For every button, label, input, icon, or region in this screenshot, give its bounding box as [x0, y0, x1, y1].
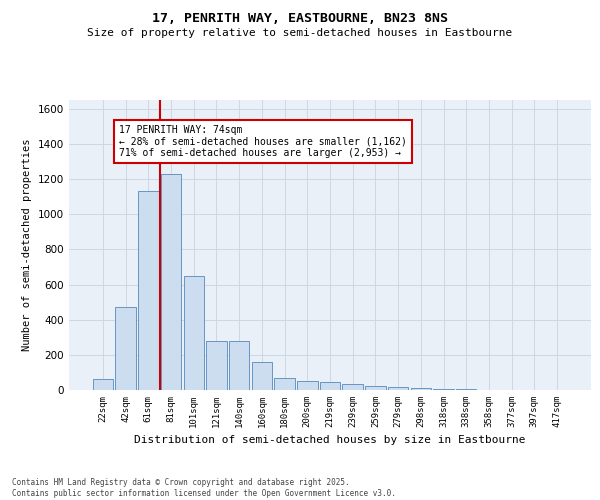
- Bar: [320, 382, 340, 390]
- Text: 17, PENRITH WAY, EASTBOURNE, BN23 8NS: 17, PENRITH WAY, EASTBOURNE, BN23 8NS: [152, 12, 448, 26]
- Bar: [388, 388, 409, 390]
- X-axis label: Distribution of semi-detached houses by size in Eastbourne: Distribution of semi-detached houses by …: [134, 436, 526, 446]
- Bar: [433, 389, 454, 390]
- Bar: [410, 388, 431, 390]
- Bar: [93, 380, 113, 390]
- Bar: [274, 378, 295, 390]
- Text: Contains HM Land Registry data © Crown copyright and database right 2025.
Contai: Contains HM Land Registry data © Crown c…: [12, 478, 396, 498]
- Bar: [206, 341, 227, 390]
- Text: 17 PENRITH WAY: 74sqm
← 28% of semi-detached houses are smaller (1,162)
71% of s: 17 PENRITH WAY: 74sqm ← 28% of semi-deta…: [119, 124, 407, 158]
- Bar: [365, 386, 386, 390]
- Bar: [138, 192, 158, 390]
- Bar: [161, 174, 181, 390]
- Bar: [251, 362, 272, 390]
- Y-axis label: Number of semi-detached properties: Number of semi-detached properties: [22, 138, 32, 352]
- Text: Size of property relative to semi-detached houses in Eastbourne: Size of property relative to semi-detach…: [88, 28, 512, 38]
- Bar: [343, 384, 363, 390]
- Bar: [184, 276, 204, 390]
- Bar: [297, 381, 317, 390]
- Bar: [115, 308, 136, 390]
- Bar: [229, 341, 250, 390]
